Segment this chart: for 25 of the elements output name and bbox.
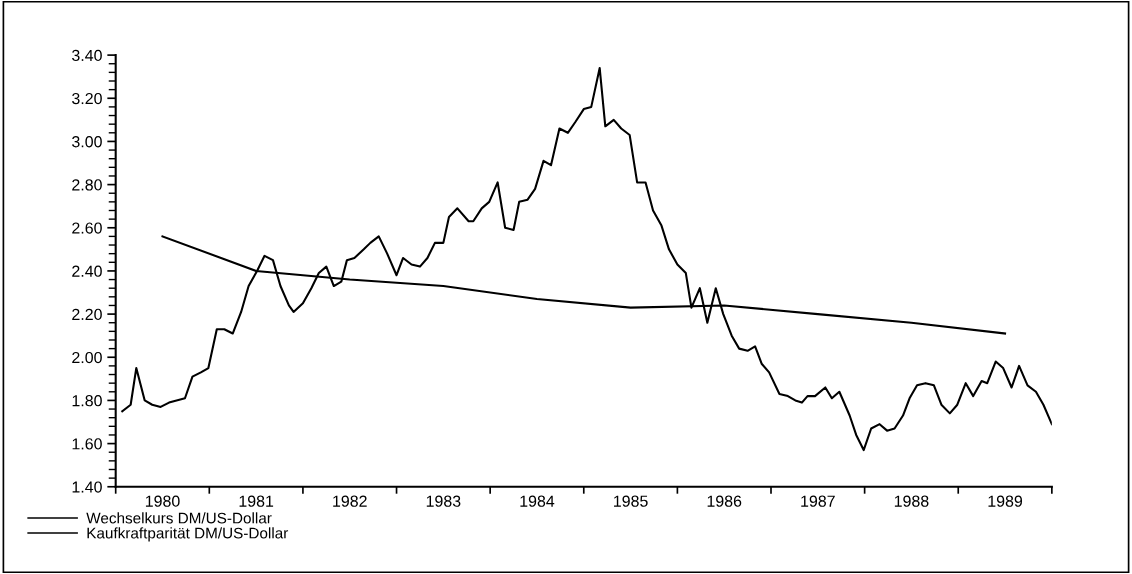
y-tick-label: 2.00 [72,351,102,364]
x-tick-label: 1983 [426,495,461,507]
x-tick-label: 1980 [145,495,180,507]
legend-label: Kaufkraftparität DM/US-Dollar [87,527,289,542]
legend-label: Wechselkurs DM/US-Dollar [86,512,272,524]
y-tick-label: 3.40 [72,49,102,62]
y-tick-label: 2.40 [72,265,102,277]
x-tick-label: 1988 [894,495,929,507]
x-tick-label: 1989 [988,495,1023,507]
line-series [161,235,1007,335]
x-tick-label: 1987 [801,495,835,507]
y-tick-label: 3.00 [72,136,102,148]
y-tick-label: 1.80 [72,395,102,407]
x-tick-label: 1981 [239,495,274,507]
y-tick-label: 1.40 [72,481,102,493]
x-tick-label: 1985 [614,495,648,507]
x-tick-label: 1986 [707,495,742,507]
y-tick-label: 3.20 [72,92,102,105]
x-tick-label: 1984 [520,495,555,507]
line-series [121,67,1052,452]
y-tick-label: 2.20 [72,308,102,321]
y-tick-label: 2.60 [72,222,102,234]
y-tick-label: 1.60 [72,438,102,450]
x-tick-label: 1982 [333,495,367,507]
y-tick-label: 2.80 [72,179,102,191]
